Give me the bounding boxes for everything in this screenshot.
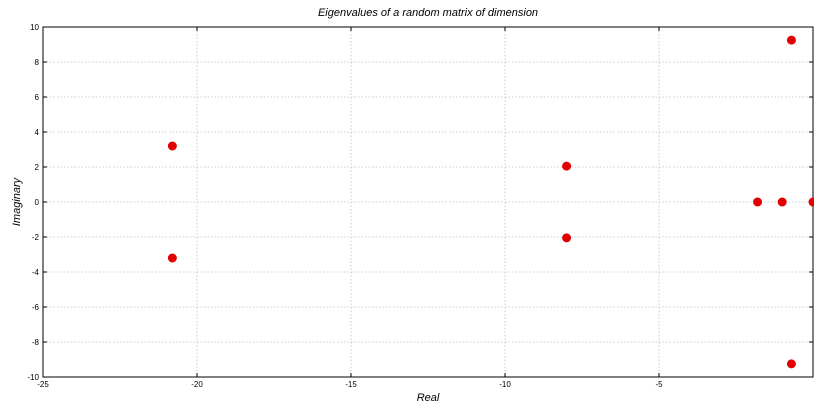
y-tick-label: -10 <box>27 373 39 382</box>
grid-lines <box>43 27 813 377</box>
y-tick-label: 10 <box>30 23 39 32</box>
y-tick-label: 2 <box>35 163 40 172</box>
x-tick-labels: -25 -20 -15 -10 -5 <box>37 380 663 389</box>
eigenvalue-point <box>753 197 763 207</box>
y-tick-labels: -10 -8 -6 -4 -2 0 2 4 6 8 10 <box>27 23 39 382</box>
eigenvalue-point <box>167 141 177 151</box>
eigenvalue-point <box>167 253 177 263</box>
eigenvalue-point <box>562 161 572 171</box>
y-tick-label: 4 <box>35 128 40 137</box>
y-tick-label: -8 <box>32 338 40 347</box>
x-tick-label: -5 <box>655 380 663 389</box>
eigenvalue-point <box>808 197 814 207</box>
x-tick-label: -10 <box>499 380 511 389</box>
y-tick-label: -6 <box>32 303 40 312</box>
eigenvalue-point <box>562 233 572 243</box>
eigenvalue-point <box>786 359 796 369</box>
eigenvalue-point <box>777 197 787 207</box>
x-tick-label: -20 <box>191 380 203 389</box>
y-tick-label: 8 <box>35 58 40 67</box>
x-tick-label: -25 <box>37 380 49 389</box>
data-points <box>167 35 814 369</box>
axis-ticks <box>42 26 814 378</box>
y-tick-label: 6 <box>35 93 40 102</box>
eigenvalue-point <box>786 35 796 45</box>
y-tick-label: -2 <box>32 233 40 242</box>
y-tick-label: -4 <box>32 268 40 277</box>
y-tick-label: 0 <box>35 198 40 207</box>
x-tick-label: -15 <box>345 380 357 389</box>
chart-title: Eigenvalues of a random matrix of dimens… <box>318 7 538 19</box>
y-axis-label: Imaginary <box>11 176 23 226</box>
x-axis-label: Real <box>417 392 440 404</box>
